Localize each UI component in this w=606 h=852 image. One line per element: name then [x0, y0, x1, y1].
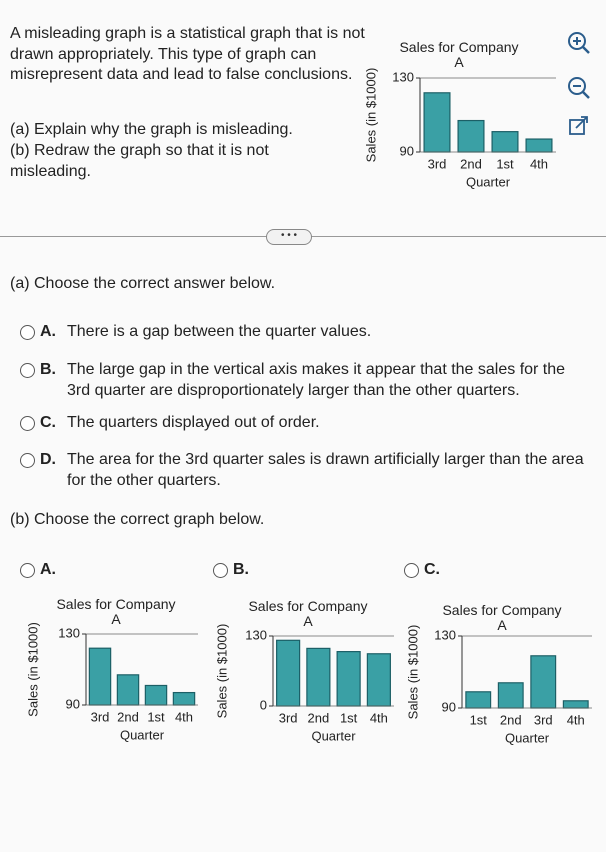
radio-button[interactable] — [20, 416, 35, 431]
radio-button[interactable] — [20, 325, 35, 340]
bar — [525, 138, 553, 153]
toolbar — [568, 32, 590, 135]
bar — [562, 700, 589, 709]
x-tick-label: 1st — [496, 156, 514, 171]
y-tick-label: 130 — [434, 627, 456, 642]
option-letter: A. — [40, 323, 56, 340]
bar — [336, 651, 361, 707]
y-tick-label: 0 — [260, 697, 267, 712]
part-a-prompt: (a) Choose the correct answer below. — [10, 275, 276, 292]
x-axis-label: Quarter — [311, 728, 356, 743]
x-tick-label: 2nd — [460, 156, 482, 171]
x-tick-label: 4th — [567, 712, 585, 727]
x-tick-label: 1st — [470, 712, 488, 727]
problem-part: (a) Explain why the graph is misleading. — [10, 121, 293, 138]
x-tick-label: 3rd — [534, 712, 553, 727]
option-text: The quarters displayed out of order. — [67, 414, 320, 431]
problem-part: (b) Redraw the graph so that it is not m… — [10, 142, 269, 180]
x-tick-label: 1st — [147, 709, 165, 724]
y-tick-label: 130 — [58, 625, 80, 640]
zoom-in-button[interactable] — [568, 32, 590, 54]
radio-button[interactable] — [213, 563, 228, 578]
bar — [497, 682, 524, 709]
y-axis-label: Sales (in $1000) — [405, 625, 420, 720]
x-axis-label: Quarter — [120, 727, 165, 742]
option-letter: B. — [40, 361, 56, 378]
option-letter: C. — [424, 561, 440, 578]
y-tick-label: 130 — [392, 69, 414, 84]
bar — [423, 92, 451, 153]
option-text: There is a gap between the quarter value… — [67, 323, 372, 340]
x-tick-label: 4th — [530, 156, 548, 171]
option-letter: B. — [233, 561, 249, 578]
y-tick-label: 90 — [66, 696, 80, 711]
y-axis-label: Sales (in $1000) — [214, 624, 229, 719]
chart-title: Sales for Company A — [399, 39, 519, 70]
radio-button[interactable] — [20, 363, 35, 378]
y-axis-label: Sales (in $1000) — [25, 622, 40, 717]
option-text: The large gap in the vertical axis makes… — [67, 361, 566, 399]
bar — [116, 674, 140, 706]
x-tick-label: 2nd — [308, 710, 330, 725]
bar — [457, 119, 485, 153]
radio-button[interactable] — [404, 563, 419, 578]
option-letter: D. — [40, 451, 56, 468]
x-tick-label: 4th — [175, 709, 193, 724]
x-tick-label: 3rd — [428, 156, 447, 171]
bar — [530, 655, 557, 709]
option-text: The area for the 3rd quarter sales is dr… — [67, 451, 584, 489]
x-axis-label: Quarter — [466, 174, 511, 189]
bar — [88, 647, 112, 706]
y-axis-label: Sales (in $1000) — [363, 68, 378, 163]
bar — [306, 647, 331, 707]
bar — [366, 653, 391, 707]
y-tick-label: 90 — [400, 143, 414, 158]
x-tick-label: 3rd — [91, 709, 110, 724]
open-external-button[interactable] — [569, 116, 588, 135]
x-tick-label: 1st — [340, 710, 358, 725]
bar — [491, 131, 519, 153]
x-tick-label: 3rd — [279, 710, 298, 725]
bar — [465, 691, 492, 709]
zoom-out-button[interactable] — [568, 77, 590, 99]
chart-title: Sales for Company A — [442, 602, 562, 633]
x-tick-label: 2nd — [500, 712, 522, 727]
option-letter: A. — [40, 561, 56, 578]
bar — [172, 691, 196, 706]
problem-text: A misleading graph is a statistical grap… — [10, 25, 365, 83]
expand-button[interactable]: • • • — [266, 229, 312, 245]
option-letter: C. — [40, 414, 56, 431]
part-b-prompt: (b) Choose the correct graph below. — [10, 511, 265, 528]
x-tick-label: 4th — [370, 710, 388, 725]
chart-title: Sales for Company A — [248, 598, 368, 629]
x-tick-label: 2nd — [117, 709, 139, 724]
bar — [144, 684, 168, 706]
radio-button[interactable] — [20, 563, 35, 578]
chart-title: Sales for Company A — [56, 596, 176, 627]
y-tick-label: 90 — [442, 699, 456, 714]
radio-button[interactable] — [20, 453, 35, 468]
x-axis-label: Quarter — [505, 730, 550, 745]
bar — [276, 639, 301, 707]
y-tick-label: 130 — [245, 627, 267, 642]
